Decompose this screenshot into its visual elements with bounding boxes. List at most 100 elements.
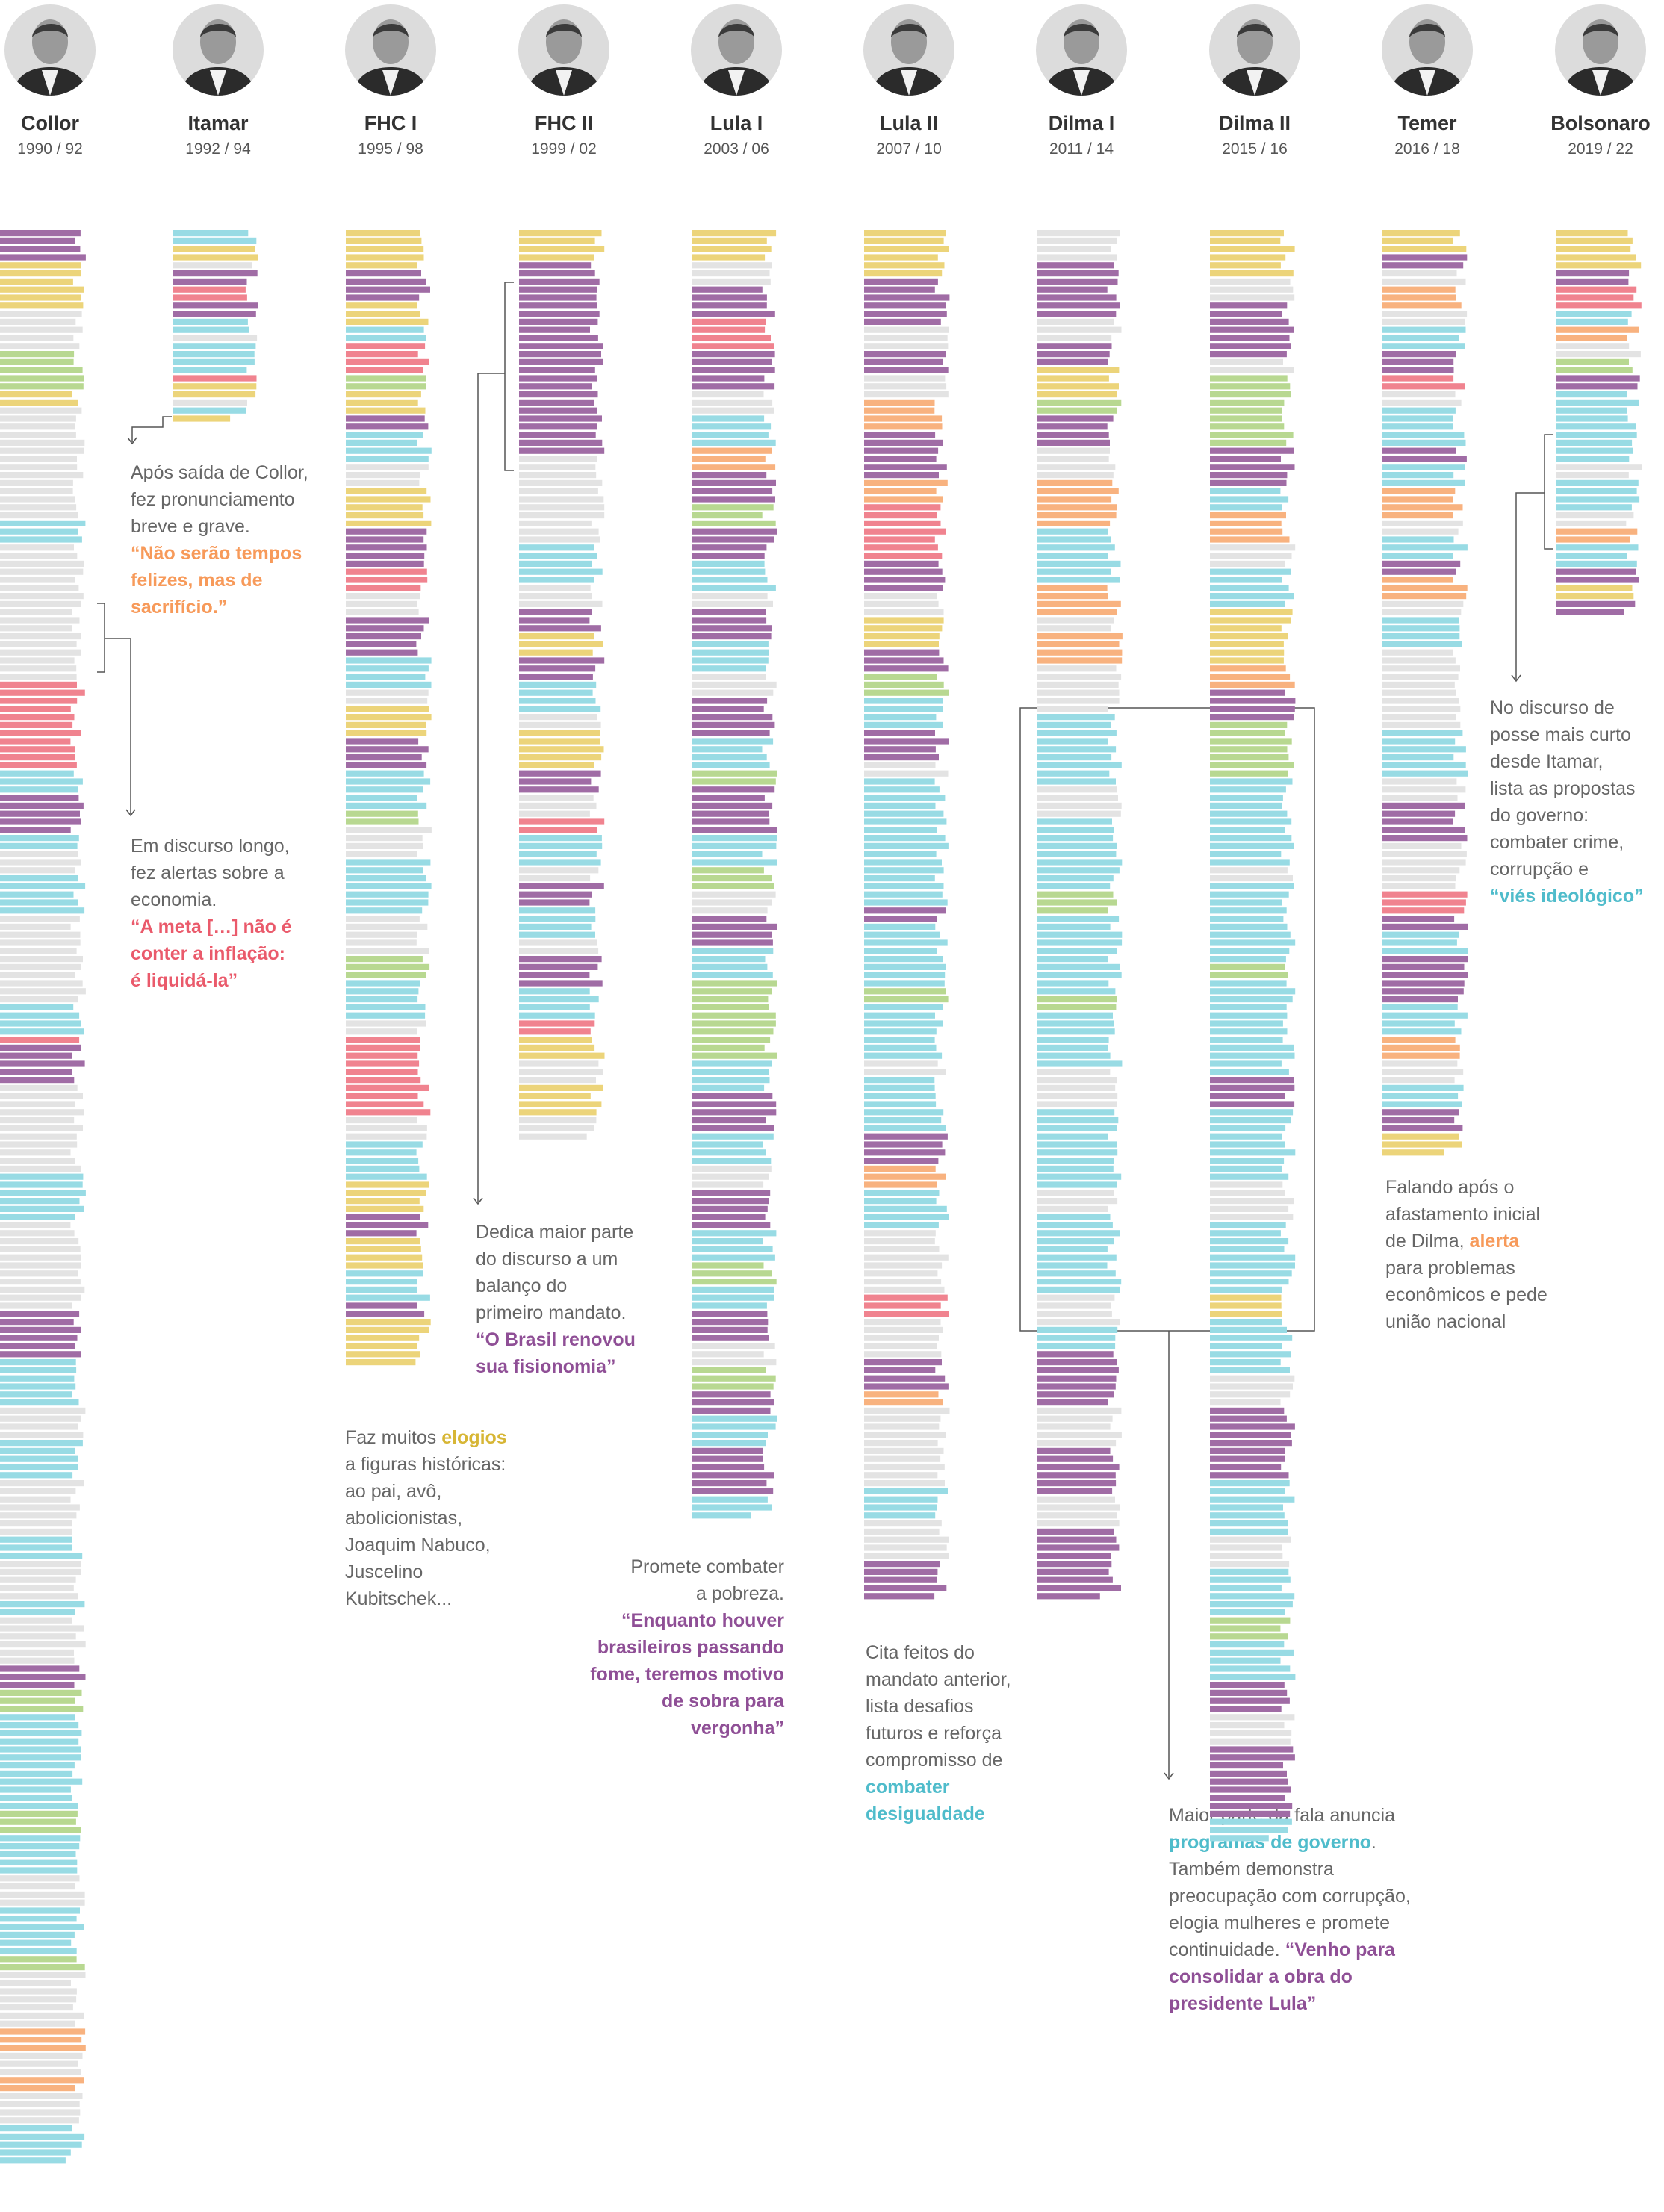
speech-line — [864, 851, 937, 857]
speech-line — [1037, 343, 1112, 349]
speech-line — [519, 1020, 595, 1027]
speech-line — [173, 367, 247, 373]
speech-line — [1210, 1447, 1285, 1454]
speech-line — [864, 1593, 935, 1600]
speech-line — [173, 351, 255, 358]
speech-line — [1037, 1173, 1122, 1180]
speech-line — [692, 358, 772, 365]
speech-line — [1037, 730, 1117, 736]
speech-line — [1037, 1101, 1117, 1107]
speech-line — [1382, 326, 1466, 333]
speech-line — [0, 1077, 75, 1084]
speech-line — [1210, 1311, 1282, 1317]
speech-line — [1382, 1084, 1464, 1091]
leader-itamar — [131, 416, 172, 442]
speech-line — [346, 1004, 426, 1010]
speech-line — [692, 706, 764, 712]
speech-line — [519, 512, 605, 519]
speech-line — [346, 988, 419, 995]
speech-line — [173, 302, 258, 309]
speech-line — [173, 326, 249, 333]
speech-line — [692, 795, 765, 801]
note-dilma-text: continuidade. — [1169, 1939, 1285, 1960]
speech-line — [864, 1423, 940, 1430]
speech-line — [1210, 568, 1291, 575]
speech-line — [1037, 996, 1117, 1003]
speech-line — [864, 270, 943, 277]
speech-line — [864, 311, 947, 317]
speech-line — [692, 1286, 774, 1293]
speech-line — [1382, 948, 1468, 954]
speech-line — [864, 1012, 935, 1019]
speech-line — [864, 1117, 942, 1124]
speech-line — [346, 883, 432, 889]
speech-line — [864, 415, 943, 422]
note-temer-line: Falando após o — [1385, 1177, 1515, 1198]
speech-line — [346, 1181, 429, 1188]
speech-line — [1382, 318, 1465, 325]
speech-line — [692, 1432, 768, 1438]
speech-line — [519, 818, 605, 825]
speech-line — [0, 867, 75, 874]
speech-line — [1037, 1319, 1120, 1326]
speech-line — [0, 689, 85, 696]
speech-line — [519, 432, 596, 438]
speech-line — [1210, 472, 1288, 479]
speech-line — [1210, 1762, 1283, 1769]
speech-line — [519, 488, 598, 494]
speech-line — [0, 230, 81, 237]
speech-line — [519, 762, 594, 768]
speech-line — [0, 1835, 81, 1842]
portrait-dilma-2 — [1209, 4, 1300, 96]
speech-line — [519, 326, 590, 333]
speech-line — [346, 770, 424, 777]
speech-line — [1037, 698, 1120, 704]
speech-line — [519, 439, 603, 446]
speech-line — [1037, 1286, 1120, 1293]
speech-line — [1210, 577, 1282, 583]
portrait-shirt — [728, 70, 745, 96]
speech-line — [864, 1158, 939, 1164]
speech-line — [864, 1133, 948, 1140]
speech-line — [519, 472, 597, 479]
speech-line — [1210, 1270, 1292, 1277]
note-lula1-quote: fome, teremos motivo — [590, 1664, 784, 1685]
speech-line — [1037, 1553, 1111, 1559]
speech-line — [346, 746, 429, 753]
speech-line — [864, 899, 948, 906]
speech-line — [346, 447, 432, 454]
speech-line — [864, 1504, 937, 1511]
arrow-itamar — [127, 437, 137, 445]
speech-line — [1556, 464, 1642, 470]
speech-line — [346, 1359, 416, 1366]
speech-line — [1210, 730, 1285, 736]
speech-line — [1037, 254, 1117, 261]
speech-line — [346, 1335, 420, 1341]
speech-line — [692, 1149, 766, 1156]
speech-line — [1382, 237, 1453, 244]
speech-line — [0, 674, 77, 680]
speech-line — [1037, 1141, 1117, 1148]
speech-line — [0, 1907, 80, 1914]
speech-line — [864, 520, 941, 526]
note-collor-line: Em discurso longo, — [131, 836, 290, 857]
speech-line — [1037, 1544, 1120, 1551]
speech-line — [692, 1173, 769, 1180]
speech-line — [692, 649, 769, 656]
speech-column-fhc1 — [346, 230, 432, 1366]
speech-line — [173, 415, 231, 422]
speech-line — [692, 883, 774, 889]
speech-line — [1382, 770, 1468, 777]
speech-line — [519, 907, 596, 914]
note-dilma-line: elogia mulheres e promete — [1169, 1913, 1390, 1933]
speech-line — [0, 278, 73, 285]
speech-line — [1210, 617, 1291, 624]
speech-line — [346, 754, 422, 761]
highlight-box-dilma — [1019, 707, 1315, 1332]
speech-line — [173, 383, 257, 390]
portrait-hair — [200, 23, 236, 37]
speech-line — [864, 923, 936, 930]
speech-line — [0, 923, 71, 930]
speech-line — [0, 899, 78, 906]
speech-line — [1037, 1447, 1111, 1454]
